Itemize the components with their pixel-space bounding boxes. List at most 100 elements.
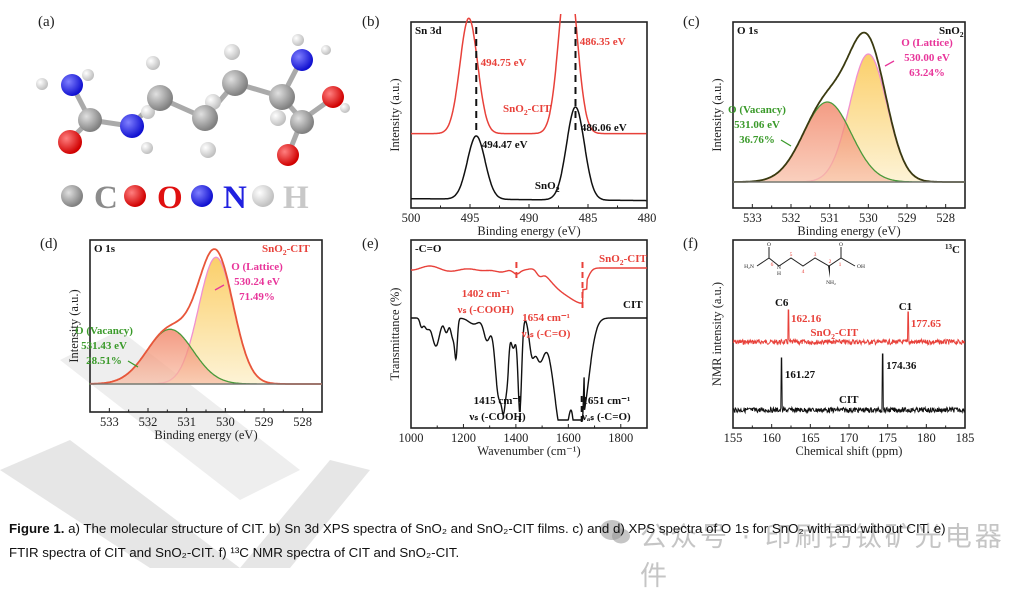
- caption-line-2: FTIR spectra of CIT and SnO₂-CIT. f) ¹³C…: [9, 545, 460, 560]
- chart-ftir: 1000 1200 1400 1600 1800 Wavenumber (cm⁻¹) Tra…: [388, 239, 648, 458]
- legend-hydrogen-ball: [252, 185, 274, 207]
- series-label-sno2-cit: SnO2-CIT: [503, 103, 552, 117]
- annotation-1654-mode: νₐₛ (-C=O): [521, 328, 571, 340]
- x-tick-label: 500: [402, 211, 421, 225]
- carbon-number: 6: [771, 262, 774, 268]
- carbon-number: 4: [802, 269, 805, 275]
- panel-d-label: (d): [40, 236, 58, 252]
- peak-label: 486.06 eV: [581, 122, 627, 134]
- series-label-cit: CIT: [839, 394, 859, 406]
- lattice-label: O (Lattice): [901, 37, 953, 49]
- nucleus-label: 13C: [945, 243, 960, 256]
- wechat-icon: [600, 520, 630, 544]
- panel-c-label: (c): [683, 14, 700, 30]
- peak-label: 161.27: [785, 369, 816, 381]
- atom-carbon: [290, 110, 314, 134]
- x-axis-label: Binding energy (eV): [477, 224, 580, 238]
- vacancy-energy: 531.06 eV: [734, 119, 780, 131]
- carbon-number: 2: [829, 259, 832, 265]
- atom-oxygen: [322, 86, 344, 108]
- carbon-number: 1: [839, 262, 842, 268]
- atom-nitrogen: [120, 114, 144, 138]
- y-axis-label: Intensity (a.u.): [710, 78, 724, 151]
- atom-carbon: [222, 70, 248, 96]
- molecule-ball-stick: C O N H: [36, 34, 350, 216]
- atom-o: O: [839, 242, 843, 248]
- x-tick-label: 529: [898, 211, 917, 225]
- series-line-cit: [411, 317, 647, 421]
- x-tick-label: 1000: [399, 431, 424, 445]
- x-tick-label: 1600: [556, 431, 581, 445]
- x-tick-label: 533: [100, 415, 119, 429]
- plot-frame: [410, 21, 648, 209]
- structure-bonds: [756, 257, 856, 267]
- atom-carbon: [269, 84, 295, 110]
- chart-o1s-sno2-cit: 533 532 531 530 529 528 Binding energy (eV) Int…: [67, 239, 323, 442]
- hydrogen-atoms: [36, 34, 350, 158]
- legend-nitrogen-symbol: N: [223, 180, 247, 216]
- x-axis-label: Binding energy (eV): [154, 428, 257, 442]
- citrulline-structure-inset: O H₂N 6 NH 5 4 3 2 1 O OH NH₂: [744, 242, 865, 286]
- annotation-1415-mode: νₛ (-COOH): [468, 411, 526, 423]
- atom-nitrogen: [61, 74, 83, 96]
- x-tick-label: 165: [801, 431, 820, 445]
- assignment-c1: C1: [899, 301, 912, 313]
- atom-carbon: [78, 108, 102, 132]
- legend-nitrogen-ball: [191, 185, 213, 207]
- chart-title: O 1s: [737, 25, 759, 37]
- peak-label: 494.47 eV: [482, 139, 528, 151]
- legend-oxygen-ball: [124, 185, 146, 207]
- series-line-cit: [732, 353, 965, 415]
- peak-label: 177.65: [911, 318, 942, 330]
- carbon-number: 3: [814, 252, 817, 258]
- x-axis-label: Wavenumber (cm⁻¹): [477, 444, 580, 458]
- x-tick-label: 528: [936, 211, 955, 225]
- x-tick-label: 495: [461, 211, 480, 225]
- x-tick-label: 1200: [451, 431, 476, 445]
- x-tick-label: 180: [917, 431, 936, 445]
- x-tick-label: 529: [255, 415, 274, 429]
- x-tick-label: 530: [216, 415, 235, 429]
- series-label-cit: CIT: [623, 299, 643, 311]
- series-line-sno2-cit: [732, 309, 965, 347]
- chart-sn3d-xps: 500 495 490 485 480 Binding energy (eV) Intens…: [388, 14, 657, 238]
- x-tick-label: 532: [139, 415, 158, 429]
- x-tick-label: 1400: [503, 431, 528, 445]
- atom-o: O: [767, 242, 771, 248]
- vacancy-label: O (Vacancy): [75, 325, 133, 337]
- x-tick-label: 490: [520, 211, 539, 225]
- peak-label: 494.75 eV: [481, 57, 527, 69]
- x-tick-label: 1800: [608, 431, 633, 445]
- series-line-sno2-cit: [411, 265, 647, 304]
- vacancy-pointer-arrow: [780, 139, 792, 147]
- lattice-label: O (Lattice): [231, 261, 283, 273]
- x-tick-label: 160: [762, 431, 781, 445]
- legend-hydrogen-symbol: H: [283, 180, 309, 216]
- x-tick-label: 531: [177, 415, 196, 429]
- chart-title: -C=O: [415, 243, 442, 255]
- annotation-1654-wavenumber: 1654 cm⁻¹: [522, 312, 570, 324]
- lattice-pointer-arrow: [214, 284, 225, 291]
- series-label-sno2: SnO2: [535, 180, 560, 194]
- annotation-1651-wavenumber: 1651 cm⁻¹: [582, 395, 630, 407]
- atom-oxygen: [58, 130, 82, 154]
- y-axis-label: Intensity (a.u.): [388, 78, 402, 151]
- x-tick-label: 480: [638, 211, 657, 225]
- atom-carbon: [147, 85, 173, 111]
- annotation-1402-mode: νₛ (-COOH): [457, 304, 515, 316]
- panel-e-label: (e): [362, 236, 379, 252]
- panel-b-label: (b): [362, 14, 380, 30]
- structure-wedge-bond: [828, 266, 830, 278]
- chart-title: Sn 3d: [415, 25, 442, 37]
- atom-n: N: [777, 265, 781, 271]
- lattice-energy: 530.00 eV: [904, 52, 950, 64]
- chart-title: O 1s: [94, 243, 116, 255]
- assignment-c6: C6: [775, 297, 789, 309]
- series-line-sno2-cit: [411, 14, 647, 135]
- panel-f-label: (f): [683, 236, 698, 252]
- lattice-energy: 530.24 eV: [234, 276, 280, 288]
- lattice-percent: 63.24%: [909, 67, 945, 79]
- atom-oh: OH: [857, 264, 865, 270]
- x-axis-label: Chemical shift (ppm): [796, 444, 903, 458]
- y-axis-label: Transmittance (%): [388, 288, 402, 381]
